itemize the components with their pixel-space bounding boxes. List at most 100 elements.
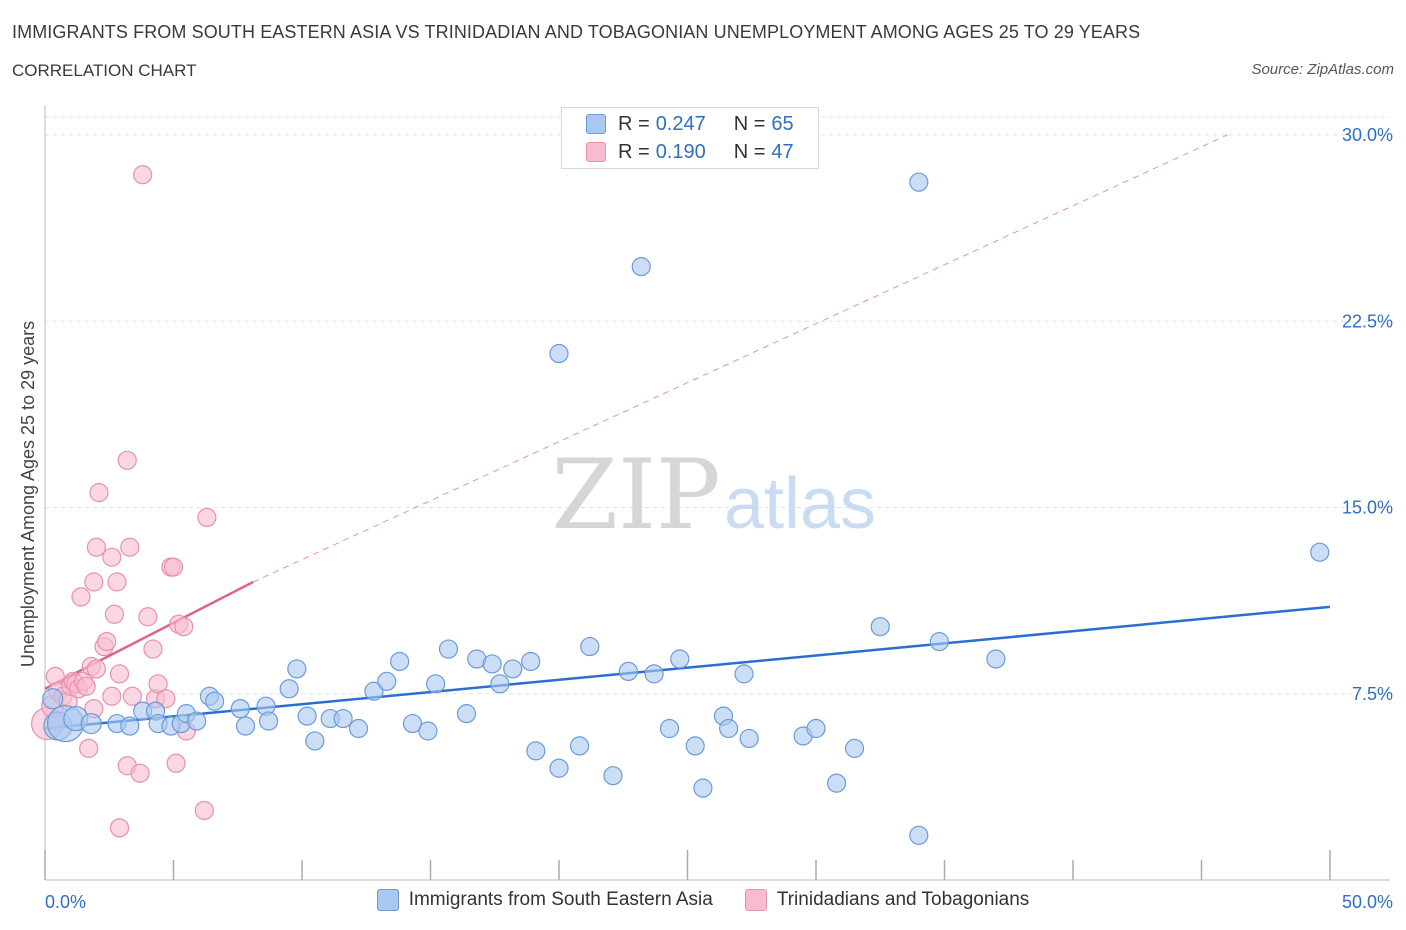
- point-trinidadians: [174, 617, 194, 637]
- stats-row-blue: R = 0.247 N = 65: [586, 111, 794, 137]
- point-trinidadians: [109, 818, 130, 838]
- point-immigrants: [418, 721, 438, 741]
- point-trinidadians: [86, 659, 107, 679]
- x-tick-label: 50.0%: [1342, 892, 1393, 912]
- point-immigrants: [456, 704, 477, 724]
- point-trinidadians: [76, 676, 96, 696]
- point-immigrants: [844, 738, 865, 758]
- point-immigrants: [734, 664, 754, 684]
- point-trinidadians: [102, 547, 122, 567]
- point-immigrants: [402, 713, 423, 734]
- point-immigrants: [929, 631, 949, 652]
- point-immigrants: [549, 343, 569, 364]
- point-immigrants: [685, 736, 705, 756]
- point-immigrants: [986, 649, 1006, 669]
- legend-label: Immigrants from South Eastern Asia: [408, 889, 713, 910]
- point-immigrants: [490, 674, 510, 694]
- point-trinidadians: [84, 572, 104, 592]
- point-immigrants: [297, 706, 317, 726]
- r-value: 0.190: [655, 140, 706, 163]
- point-trinidadians: [156, 689, 176, 709]
- legend-swatch-blue: [586, 114, 606, 134]
- point-trinidadians: [104, 604, 124, 624]
- point-immigrants: [659, 718, 680, 739]
- point-trinidadians: [166, 753, 186, 773]
- watermark-zip: ZIP: [551, 439, 720, 551]
- point-immigrants: [1310, 542, 1330, 562]
- point-immigrants: [644, 664, 664, 684]
- point-immigrants: [187, 711, 207, 731]
- point-immigrants: [438, 639, 459, 659]
- point-immigrants: [739, 728, 759, 749]
- point-immigrants: [526, 741, 546, 761]
- point-immigrants: [279, 679, 299, 699]
- legend-swatch-pink: [744, 889, 767, 911]
- point-trinidadians: [86, 537, 107, 557]
- point-trinidadians: [120, 537, 140, 557]
- source-label: Source: ZipAtlas.com: [1251, 61, 1394, 78]
- point-immigrants: [503, 659, 523, 679]
- point-trinidadians: [97, 631, 117, 652]
- stats-row-pink: R = 0.190 N = 47: [586, 139, 794, 165]
- point-trinidadians: [133, 165, 153, 185]
- point-immigrants: [287, 659, 307, 679]
- point-immigrants: [549, 758, 569, 778]
- point-immigrants: [390, 651, 410, 672]
- point-trinidadians: [109, 664, 130, 684]
- point-immigrants: [205, 691, 225, 711]
- watermark: ZIP atlas: [551, 439, 876, 551]
- point-trinidadians: [102, 686, 122, 706]
- grid-lines: [45, 116, 1390, 695]
- y-tick-label: 22.5%: [1342, 311, 1393, 331]
- point-trinidadians: [130, 763, 150, 783]
- point-immigrants: [806, 718, 826, 739]
- point-immigrants: [348, 718, 369, 739]
- n-label: N =: [733, 140, 766, 163]
- point-trinidadians: [163, 557, 184, 577]
- point-immigrants: [693, 778, 713, 798]
- point-immigrants: [826, 773, 847, 793]
- point-immigrants: [603, 766, 623, 786]
- point-immigrants: [909, 172, 929, 192]
- point-immigrants: [235, 716, 256, 736]
- point-immigrants: [482, 654, 502, 674]
- stats-legend: R = 0.247 N = 65 R = 0.190 N = 47: [561, 107, 819, 169]
- n-label: N =: [733, 112, 766, 135]
- point-immigrants: [230, 699, 250, 719]
- point-trinidadians: [71, 587, 91, 607]
- point-immigrants: [80, 712, 102, 735]
- point-trinidadians: [107, 572, 127, 592]
- point-immigrants: [333, 708, 353, 729]
- point-immigrants: [305, 731, 325, 751]
- n-value: 65: [771, 112, 794, 135]
- series-legend: Immigrants from South Eastern Asia Trini…: [0, 889, 1406, 911]
- watermark-atlas: atlas: [724, 464, 876, 544]
- trend-lines: [44, 134, 1331, 730]
- point-immigrants: [631, 257, 651, 277]
- point-trinidadians: [138, 607, 158, 627]
- legend-item-immigrants[interactable]: Immigrants from South Eastern Asia: [376, 889, 713, 911]
- legend-swatch-pink: [586, 142, 606, 162]
- data-points: [30, 165, 1330, 845]
- point-immigrants: [569, 736, 590, 756]
- n-value: 47: [771, 140, 794, 163]
- trend-line-pink: [44, 580, 254, 690]
- x-tick-label: 0.0%: [45, 892, 86, 912]
- point-immigrants: [426, 674, 446, 694]
- axes: [44, 105, 1390, 881]
- legend-item-trinidadians[interactable]: Trinidadians and Tobagonians: [744, 889, 1029, 911]
- r-label: R =: [618, 140, 650, 163]
- point-immigrants: [377, 671, 397, 691]
- point-trinidadians: [89, 483, 109, 503]
- point-trinidadians: [122, 686, 142, 706]
- point-immigrants: [719, 718, 739, 739]
- y-tick-label: 15.0%: [1342, 498, 1393, 518]
- point-immigrants: [870, 617, 890, 637]
- point-immigrants: [618, 661, 638, 682]
- trend-line-pink-extension: [252, 134, 1228, 583]
- point-trinidadians: [194, 800, 214, 821]
- y-tick-label: 7.5%: [1352, 684, 1393, 704]
- chart-subtitle: CORRELATION CHART: [12, 61, 197, 80]
- chart-title: IMMIGRANTS FROM SOUTH EASTERN ASIA VS TR…: [12, 22, 1141, 42]
